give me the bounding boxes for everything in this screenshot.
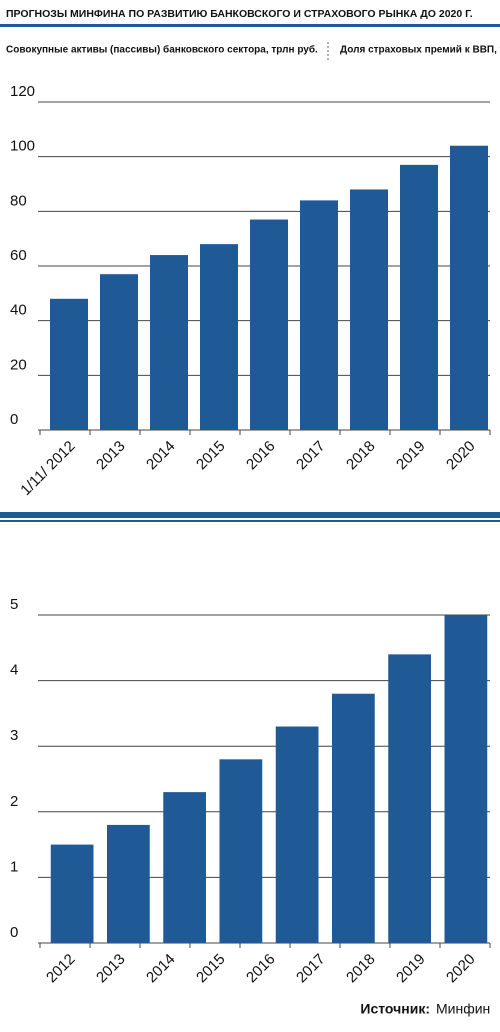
x-tick-label: 2016 [243, 438, 279, 474]
bar [100, 274, 138, 430]
y-tick-label: 100 [10, 138, 35, 155]
x-tick-label: 2020 [443, 951, 479, 987]
x-tick-label: 2015 [193, 951, 229, 987]
x-tick-label: 2016 [243, 951, 279, 987]
bar [163, 792, 206, 943]
y-tick-label: 4 [10, 662, 18, 679]
x-tick-label: 2014 [143, 438, 179, 474]
bar [219, 759, 263, 943]
bar [450, 145, 488, 430]
bar [350, 189, 388, 430]
bar [332, 693, 375, 943]
source-value: Минфин [436, 1001, 490, 1017]
x-tick-label: 2018 [343, 438, 379, 474]
source-label: Источник: [360, 1001, 430, 1017]
y-tick-label: 40 [10, 302, 27, 319]
main-title: ПРОГНОЗЫ МИНФИНА ПО РАЗВИТИЮ БАНКОВСКОГО… [6, 8, 473, 20]
y-tick-label: 5 [10, 596, 18, 613]
y-tick-label: 80 [10, 192, 27, 209]
x-tick-label: 2017 [293, 438, 329, 474]
y-tick-label: 1 [10, 858, 18, 875]
bar [400, 164, 438, 430]
section-rule [0, 512, 500, 518]
x-tick-label: 2020 [443, 438, 479, 474]
x-tick-label: 2019 [393, 438, 429, 474]
x-tick-label: 1/11/ 2012 [17, 438, 78, 499]
x-tick-label: 2013 [93, 951, 129, 987]
x-tick-label: 2018 [343, 951, 379, 987]
bar [300, 200, 338, 430]
y-tick-label: 0 [10, 411, 18, 428]
x-tick-label: 2017 [293, 951, 329, 987]
bar [50, 844, 94, 943]
bar [250, 219, 288, 430]
y-tick-label: 3 [10, 727, 18, 744]
bar [150, 255, 188, 430]
x-tick-label: 2015 [193, 438, 229, 474]
chart-title: Совокупные активы (пассивы) банковского … [6, 44, 318, 56]
title-rule [0, 24, 500, 27]
bar [50, 298, 88, 430]
y-tick-label: 0 [10, 924, 18, 941]
x-tick-label: 2012 [43, 951, 79, 987]
bar [388, 654, 431, 943]
x-tick-label: 2014 [143, 951, 179, 987]
chart-title: Доля страховых премий к ВВП, % [340, 45, 500, 56]
section-rule [0, 520, 500, 522]
bar [200, 244, 238, 430]
x-tick-label: 2013 [93, 438, 129, 474]
y-tick-label: 120 [10, 83, 35, 100]
x-tick-label: 2019 [393, 951, 429, 987]
y-tick-label: 20 [10, 356, 27, 373]
bar [107, 824, 150, 943]
y-tick-label: 60 [10, 247, 27, 264]
y-tick-label: 2 [10, 793, 18, 810]
bar [444, 615, 488, 943]
bar [275, 726, 319, 943]
